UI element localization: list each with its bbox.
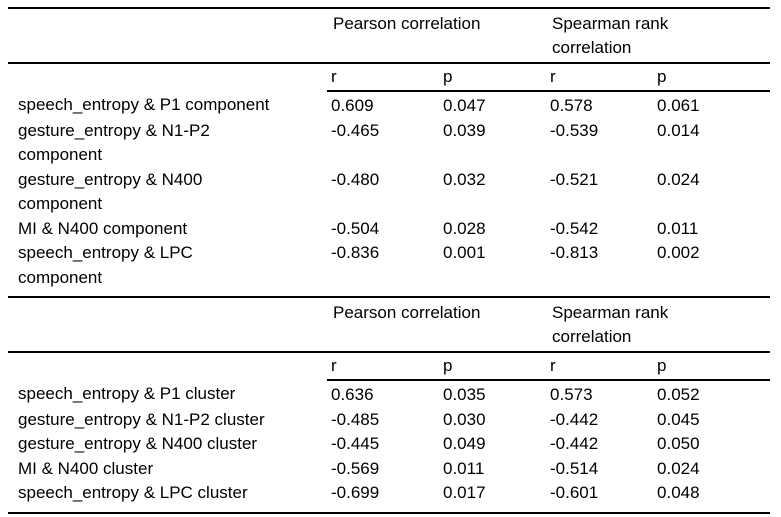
group-header-pearson: Pearson correlation <box>327 8 547 64</box>
spearman-r-value: -0.442 <box>550 434 599 453</box>
spearman-p-value: 0.024 <box>657 458 700 478</box>
subheader-spearman-p: p <box>653 352 771 381</box>
table-row: gesture_entropy & N400 component -0.480 … <box>8 168 770 217</box>
spearman-r-value: 0.578 <box>550 96 593 115</box>
pearson-p-value: 0.030 <box>443 409 486 429</box>
table-row: gesture_entropy & N1-P2 cluster -0.485 0… <box>8 408 770 433</box>
group-header-row: Pearson correlation Spearman rank correl… <box>8 8 771 64</box>
subheader-spearman-p: p <box>653 63 771 92</box>
table-row: speech_entropy & LPC component -0.836 0.… <box>8 241 770 297</box>
pearson-p-value: 0.017 <box>443 483 486 502</box>
pearson-r-value: 0.636 <box>331 385 374 404</box>
pearson-p-value: 0.035 <box>443 385 486 404</box>
spearman-p-value: 0.045 <box>657 409 700 429</box>
pearson-r-value: 0.609 <box>331 96 374 115</box>
pearson-r-value: -0.465 <box>331 120 380 140</box>
spearman-r-value: 0.573 <box>550 385 593 404</box>
sub-header-row: r p r p <box>8 352 771 381</box>
spearman-r-value: -0.813 <box>550 243 599 262</box>
subheader-spearman-r: r <box>546 352 654 381</box>
pearson-p-value: 0.028 <box>443 218 486 238</box>
table-row: MI & N400 cluster -0.569 0.011 -0.514 0.… <box>8 457 770 482</box>
pearson-p-value: 0.032 <box>443 169 486 189</box>
row-label: MI & N400 component <box>18 218 188 238</box>
sub-header-row: r p r p <box>8 63 771 92</box>
row-label: gesture_entropy & N400 component <box>18 169 203 214</box>
subheader-pearson-r: r <box>327 352 439 381</box>
row-label: gesture_entropy & N400 cluster <box>18 434 258 453</box>
subheader-pearson-r: r <box>327 63 439 92</box>
pearson-p-value: 0.039 <box>443 120 486 140</box>
table-row: speech_entropy & LPC cluster -0.699 0.01… <box>8 481 770 513</box>
spearman-r-value: -0.442 <box>550 409 599 429</box>
row-label: MI & N400 cluster <box>18 458 154 478</box>
pearson-r-value: -0.569 <box>331 458 380 478</box>
corner-spacer <box>8 298 327 353</box>
corner-spacer <box>8 352 327 380</box>
spearman-p-value: 0.048 <box>657 483 700 502</box>
spearman-r-value: -0.521 <box>550 169 599 189</box>
group-header-spearman: Spearman rank correlation <box>546 8 771 64</box>
correlation-table-components: Pearson correlation Spearman rank correl… <box>8 7 771 298</box>
row-label: gesture_entropy & N1-P2 component <box>18 120 210 165</box>
row-label: speech_entropy & LPC component <box>18 243 193 287</box>
table-row: speech_entropy & P1 cluster 0.636 0.035 … <box>8 380 770 408</box>
spearman-p-value: 0.002 <box>657 243 700 262</box>
table-row: gesture_entropy & N400 cluster -0.445 0.… <box>8 432 770 457</box>
table-row: speech_entropy & P1 component 0.609 0.04… <box>8 91 770 119</box>
group-header-spearman: Spearman rank correlation <box>546 298 771 353</box>
row-label: speech_entropy & LPC cluster <box>18 483 248 502</box>
row-label: speech_entropy & P1 cluster <box>18 384 236 403</box>
spearman-p-value: 0.011 <box>657 218 699 238</box>
pearson-r-value: -0.480 <box>331 169 380 189</box>
correlation-table-clusters: Pearson correlation Spearman rank correl… <box>8 298 771 514</box>
spearman-r-value: -0.514 <box>550 458 599 478</box>
pearson-p-value: 0.011 <box>443 458 485 478</box>
group-header-row: Pearson correlation Spearman rank correl… <box>8 298 771 353</box>
correlation-tables: Pearson correlation Spearman rank correl… <box>8 7 771 514</box>
spearman-r-value: -0.542 <box>550 218 599 238</box>
pearson-r-value: -0.504 <box>331 218 380 238</box>
spearman-p-value: 0.024 <box>657 169 700 189</box>
spearman-p-value: 0.061 <box>657 96 700 115</box>
spearman-r-value: -0.601 <box>550 483 599 502</box>
table-row: MI & N400 component -0.504 0.028 -0.542 … <box>8 217 770 242</box>
pearson-r-value: -0.445 <box>331 434 380 453</box>
spearman-p-value: 0.050 <box>657 434 700 453</box>
pearson-p-value: 0.047 <box>443 96 486 115</box>
table-row: gesture_entropy & N1-P2 component -0.465… <box>8 119 770 168</box>
row-label: gesture_entropy & N1-P2 cluster <box>18 409 265 429</box>
pearson-r-value: -0.485 <box>331 409 380 429</box>
spearman-p-value: 0.052 <box>657 385 700 404</box>
row-label: speech_entropy & P1 component <box>18 95 270 114</box>
corner-spacer <box>8 8 327 64</box>
spearman-r-value: -0.539 <box>550 120 599 140</box>
group-header-pearson: Pearson correlation <box>327 298 547 353</box>
pearson-p-value: 0.001 <box>443 243 486 262</box>
pearson-r-value: -0.836 <box>331 243 380 262</box>
subheader-spearman-r: r <box>546 63 654 92</box>
pearson-r-value: -0.699 <box>331 483 380 502</box>
spearman-p-value: 0.014 <box>657 120 700 140</box>
pearson-p-value: 0.049 <box>443 434 486 453</box>
subheader-pearson-p: p <box>439 63 547 92</box>
corner-spacer <box>8 63 327 91</box>
subheader-pearson-p: p <box>439 352 547 381</box>
